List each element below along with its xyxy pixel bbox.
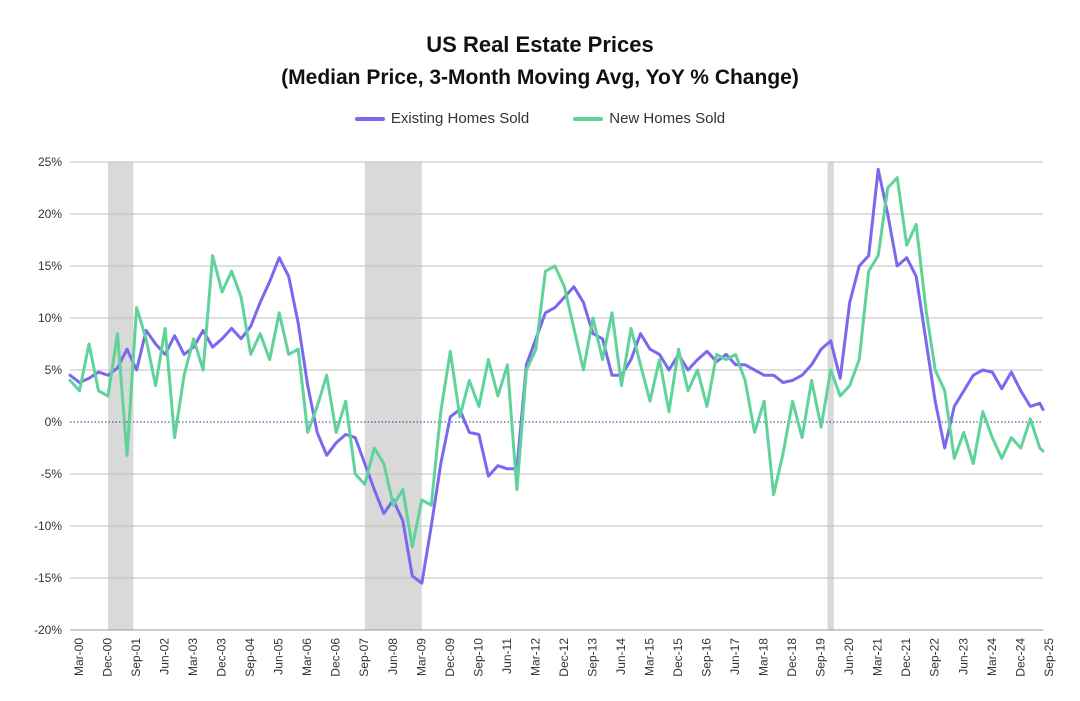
x-tick-label: Jun-14 bbox=[614, 638, 628, 675]
x-tick-label: Sep-22 bbox=[928, 638, 942, 677]
x-tick-label: Mar-18 bbox=[757, 638, 771, 676]
legend-item-new: New Homes Sold bbox=[573, 110, 725, 127]
chart-title: US Real Estate Prices bbox=[426, 32, 654, 57]
x-tick-label: Mar-24 bbox=[985, 638, 999, 676]
y-tick-label: -10% bbox=[34, 519, 62, 533]
y-tick-label: -15% bbox=[34, 571, 62, 585]
x-tick-label: Mar-09 bbox=[414, 638, 428, 676]
legend-label-new: New Homes Sold bbox=[609, 110, 726, 127]
y-tick-label: 25% bbox=[38, 155, 62, 169]
y-tick-label: 0% bbox=[45, 415, 63, 429]
x-tick-label: Sep-16 bbox=[700, 638, 714, 677]
x-tick-label: Jun-11 bbox=[500, 638, 514, 674]
x-tick-label: Dec-06 bbox=[329, 638, 343, 677]
recession-band-1 bbox=[364, 162, 422, 630]
legend-item-existing: Existing Homes Sold bbox=[354, 110, 530, 127]
x-tick-label: Jun-20 bbox=[842, 638, 856, 675]
legend: Existing Homes Sold New Homes Sold bbox=[0, 110, 1080, 127]
recession-band-0 bbox=[108, 162, 134, 630]
x-tick-label: Sep-19 bbox=[814, 638, 828, 677]
x-tick-label: Sep-10 bbox=[471, 638, 485, 677]
x-tick-label: Mar-03 bbox=[186, 638, 200, 676]
y-tick-label: -5% bbox=[41, 467, 63, 481]
y-tick-label: 20% bbox=[38, 207, 62, 221]
x-tick-label: Dec-09 bbox=[443, 638, 457, 677]
legend-swatch-existing bbox=[354, 116, 385, 121]
x-tick-label: Sep-13 bbox=[585, 638, 599, 677]
x-tick-label: Sep-04 bbox=[243, 638, 257, 677]
legend-label-existing: Existing Homes Sold bbox=[390, 110, 530, 127]
x-tick-label: Mar-15 bbox=[642, 638, 656, 676]
series-line-new-homes bbox=[68, 176, 1045, 549]
y-tick-label: 15% bbox=[38, 259, 62, 273]
x-tick-label: Mar-00 bbox=[72, 638, 86, 676]
x-tick-label: Dec-18 bbox=[785, 638, 799, 677]
x-tick-label: Sep-07 bbox=[357, 638, 371, 677]
x-tick-label: Mar-12 bbox=[528, 638, 542, 676]
y-tick-label: 5% bbox=[45, 363, 63, 377]
series-line-existing-homes bbox=[68, 167, 1045, 585]
recession-band-2 bbox=[827, 162, 834, 630]
x-tick-label: Dec-21 bbox=[899, 638, 913, 677]
x-tick-label: Jun-23 bbox=[956, 638, 970, 675]
y-tick-label: 10% bbox=[38, 311, 62, 325]
y-tick-label: -20% bbox=[34, 623, 62, 637]
x-tick-label: Jun-05 bbox=[272, 638, 286, 675]
legend-swatch-new bbox=[573, 116, 604, 121]
x-tick-label: Dec-15 bbox=[671, 638, 685, 677]
chart-subtitle: (Median Price, 3-Month Moving Avg, YoY %… bbox=[281, 66, 799, 89]
x-tick-label: Jun-02 bbox=[158, 638, 172, 675]
x-tick-label: Dec-24 bbox=[1013, 638, 1027, 677]
x-tick-label: Jun-17 bbox=[728, 638, 742, 675]
x-tick-label: Sep-25 bbox=[1042, 638, 1056, 677]
x-tick-label: Dec-03 bbox=[215, 638, 229, 677]
x-tick-label: Dec-12 bbox=[557, 638, 571, 677]
x-tick-label: Dec-00 bbox=[101, 638, 115, 677]
x-tick-label: Sep-01 bbox=[129, 638, 143, 677]
x-tick-label: Mar-21 bbox=[871, 638, 885, 676]
x-tick-label: Mar-06 bbox=[300, 638, 314, 676]
x-tick-label: Jun-08 bbox=[386, 638, 400, 675]
